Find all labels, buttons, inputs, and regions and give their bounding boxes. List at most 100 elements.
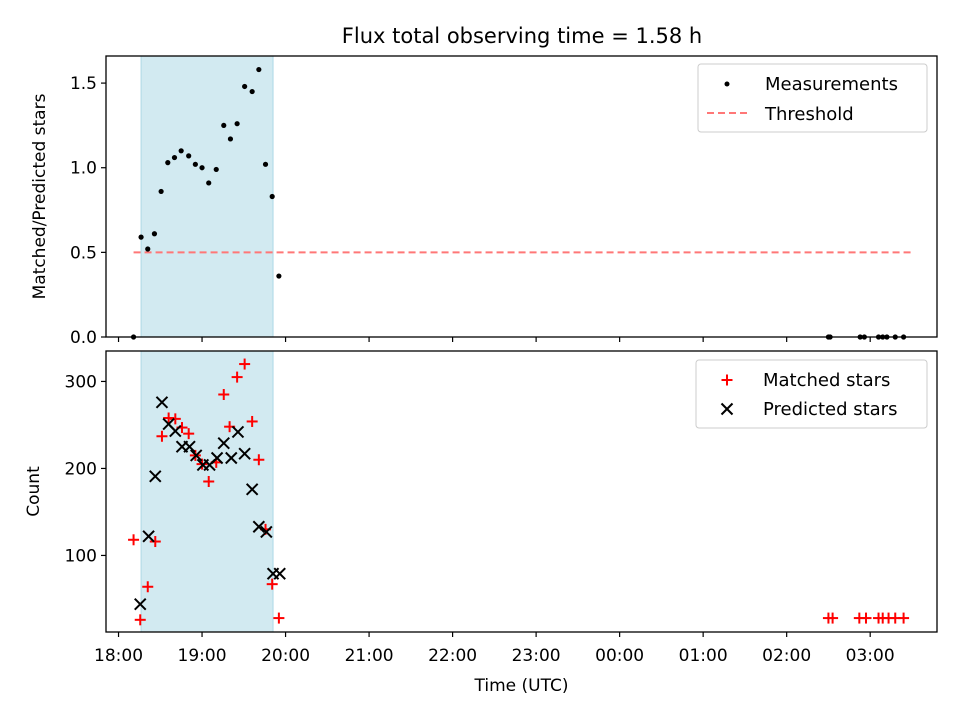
x-tick-label: 02:00 bbox=[762, 646, 811, 666]
count-legend: Matched stars Predicted stars bbox=[695, 359, 928, 429]
predicted-star-point bbox=[169, 424, 182, 438]
x-tick-label: 23:00 bbox=[512, 646, 561, 666]
x-tick-label: 18:00 bbox=[94, 646, 143, 666]
observing-window-top bbox=[140, 55, 274, 338]
predicted-star-point bbox=[189, 449, 203, 462]
measurement-point bbox=[192, 161, 198, 167]
matched-star-point bbox=[149, 536, 161, 548]
matched-star-point bbox=[246, 415, 258, 427]
count-y-label: Count bbox=[24, 466, 44, 517]
matched-star-point bbox=[183, 428, 195, 440]
matched-star-point bbox=[266, 578, 278, 590]
predicted-star-point bbox=[231, 425, 245, 439]
matched-star-point bbox=[218, 388, 230, 400]
x-tick-label: 21:00 bbox=[345, 646, 394, 666]
matched-star-point bbox=[169, 413, 181, 425]
x-tick-label: 01:00 bbox=[679, 646, 728, 666]
count-x-ticks: 18:00 19:00 20:00 21:00 22:00 23:00 00:00 01:00… bbox=[94, 632, 895, 666]
predicted-star-point bbox=[225, 451, 238, 465]
measurement-point bbox=[213, 166, 219, 173]
matched-star-point bbox=[203, 475, 215, 487]
predicted-star-point bbox=[149, 470, 162, 483]
ratio-panel: 0.0 0.5 1.0 1.5 Matched/Predicted stars Mea… bbox=[30, 55, 938, 348]
measurement-point bbox=[234, 121, 240, 127]
ratio-legend: Measurements Threshold bbox=[697, 63, 928, 133]
matched-star-point bbox=[827, 612, 839, 624]
measurement-point bbox=[178, 148, 184, 154]
measurement-point bbox=[206, 180, 212, 186]
predicted-star-point bbox=[183, 440, 196, 453]
y-tick-label: 100 bbox=[65, 546, 97, 566]
matched-star-point bbox=[142, 581, 154, 593]
measurement-point bbox=[199, 165, 205, 171]
count-panel: 100 200 300 18:00 19:00 20:00 21:00 22:00 23:00… bbox=[24, 350, 938, 696]
predicted-star-point bbox=[245, 483, 259, 496]
ratio-x-ticks bbox=[117, 337, 871, 342]
x-tick-label: 03:00 bbox=[846, 646, 895, 666]
predicted-star-point bbox=[210, 451, 224, 465]
legend-matched-glyph bbox=[721, 374, 733, 386]
measurement-point bbox=[186, 153, 192, 159]
legend-predicted-label: Predicted stars bbox=[763, 399, 897, 420]
ratio-y-label: Matched/Predicted stars bbox=[30, 93, 50, 299]
predicted-points bbox=[134, 396, 286, 611]
measurement-point bbox=[138, 234, 144, 240]
x-tick-label: 22:00 bbox=[428, 646, 477, 666]
measurement-point bbox=[269, 193, 275, 200]
legend-threshold-label: Threshold bbox=[764, 104, 854, 125]
matched-star-point bbox=[134, 614, 146, 626]
predicted-star-point bbox=[142, 530, 155, 543]
legend-matched-label: Matched stars bbox=[763, 370, 890, 391]
legend-predicted-marker bbox=[720, 402, 734, 416]
measurement-point bbox=[171, 154, 178, 161]
measurement-point bbox=[227, 136, 234, 142]
x-axis-label: Time (UTC) bbox=[474, 676, 569, 696]
measurement-point bbox=[242, 83, 248, 90]
count-y-ticks: 100 200 300 bbox=[65, 372, 106, 566]
legend-matched-marker bbox=[721, 374, 733, 386]
predicted-star-point bbox=[134, 597, 147, 611]
measurement-point bbox=[165, 160, 171, 166]
y-tick-label: 0.0 bbox=[70, 328, 97, 348]
ratio-legend-box bbox=[697, 63, 928, 133]
measurement-point bbox=[221, 122, 227, 129]
observing-window-bottom bbox=[140, 350, 274, 633]
matched-star-point bbox=[253, 454, 265, 466]
y-tick-label: 1.0 bbox=[70, 159, 97, 179]
measurement-point bbox=[158, 188, 164, 195]
predicted-star-point bbox=[238, 447, 251, 460]
measurement-point bbox=[276, 273, 282, 279]
matched-star-point bbox=[273, 612, 285, 624]
matched-star-point bbox=[239, 358, 251, 370]
legend-measurements-label: Measurements bbox=[765, 74, 898, 95]
x-tick-label: 00:00 bbox=[595, 646, 644, 666]
chart-title: Flux total observing time = 1.58 h bbox=[342, 24, 702, 48]
y-tick-label: 300 bbox=[65, 372, 97, 392]
ratio-y-ticks: 0.0 0.5 1.0 1.5 bbox=[70, 74, 106, 348]
measurement-point bbox=[249, 88, 255, 95]
matched-star-point bbox=[128, 534, 140, 546]
predicted-star-point bbox=[217, 437, 230, 450]
measurement-point bbox=[256, 66, 262, 73]
legend-predicted-glyph bbox=[720, 402, 734, 416]
y-tick-label: 200 bbox=[65, 459, 97, 479]
count-axes-frame bbox=[105, 350, 938, 633]
y-tick-label: 0.5 bbox=[70, 243, 97, 263]
measurement-point bbox=[145, 246, 151, 252]
y-tick-label: 1.5 bbox=[70, 74, 97, 94]
measurement-point bbox=[262, 161, 269, 167]
matched-star-point bbox=[156, 430, 168, 442]
x-tick-label: 20:00 bbox=[261, 646, 310, 666]
count-legend-box bbox=[695, 359, 928, 429]
measurement-point bbox=[151, 231, 158, 237]
predicted-star-point bbox=[155, 396, 169, 409]
ratio-axes-frame bbox=[105, 55, 938, 338]
matched-star-point bbox=[860, 612, 872, 624]
predicted-star-point bbox=[273, 567, 286, 580]
matched-star-point bbox=[898, 612, 910, 624]
x-tick-label: 19:00 bbox=[178, 646, 227, 666]
matched-star-point bbox=[231, 371, 243, 383]
predicted-star-point bbox=[252, 520, 266, 533]
legend-measurements-marker bbox=[724, 81, 730, 87]
